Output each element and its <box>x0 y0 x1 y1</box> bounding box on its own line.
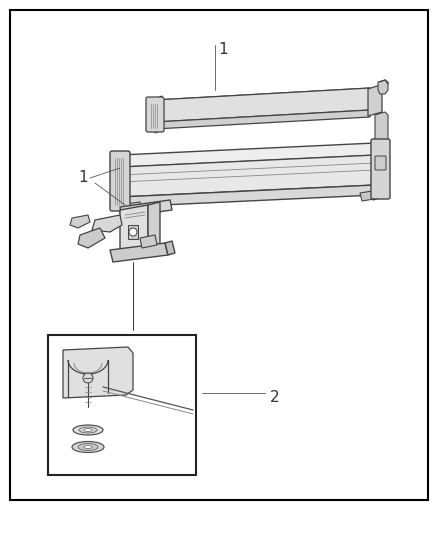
Polygon shape <box>378 80 388 94</box>
FancyBboxPatch shape <box>146 97 164 132</box>
Polygon shape <box>78 228 105 248</box>
Ellipse shape <box>72 441 104 453</box>
Circle shape <box>129 228 137 236</box>
Polygon shape <box>118 202 142 213</box>
Ellipse shape <box>73 425 103 435</box>
Polygon shape <box>120 143 380 167</box>
Polygon shape <box>120 200 172 217</box>
FancyBboxPatch shape <box>110 151 130 211</box>
Ellipse shape <box>78 443 98 450</box>
Polygon shape <box>140 235 157 248</box>
Ellipse shape <box>79 427 97 433</box>
Polygon shape <box>120 155 375 197</box>
Text: 2: 2 <box>270 390 279 405</box>
Polygon shape <box>120 205 148 255</box>
Circle shape <box>83 373 93 383</box>
Polygon shape <box>360 190 380 201</box>
Polygon shape <box>120 185 375 207</box>
Text: 1: 1 <box>218 42 228 57</box>
Polygon shape <box>120 152 128 210</box>
FancyBboxPatch shape <box>371 139 390 199</box>
Ellipse shape <box>84 446 92 448</box>
FancyBboxPatch shape <box>375 156 386 170</box>
Bar <box>128 225 138 239</box>
Polygon shape <box>155 110 370 129</box>
Ellipse shape <box>84 429 92 432</box>
Polygon shape <box>148 202 160 252</box>
Polygon shape <box>70 215 90 228</box>
Polygon shape <box>63 347 133 398</box>
Polygon shape <box>92 215 122 232</box>
Polygon shape <box>110 243 168 262</box>
Bar <box>48 335 196 475</box>
Polygon shape <box>368 85 382 116</box>
Polygon shape <box>155 88 370 122</box>
Polygon shape <box>375 112 388 148</box>
Text: 1: 1 <box>78 170 88 185</box>
Polygon shape <box>155 88 375 109</box>
Polygon shape <box>155 96 162 133</box>
Polygon shape <box>165 241 175 255</box>
Polygon shape <box>373 140 385 200</box>
